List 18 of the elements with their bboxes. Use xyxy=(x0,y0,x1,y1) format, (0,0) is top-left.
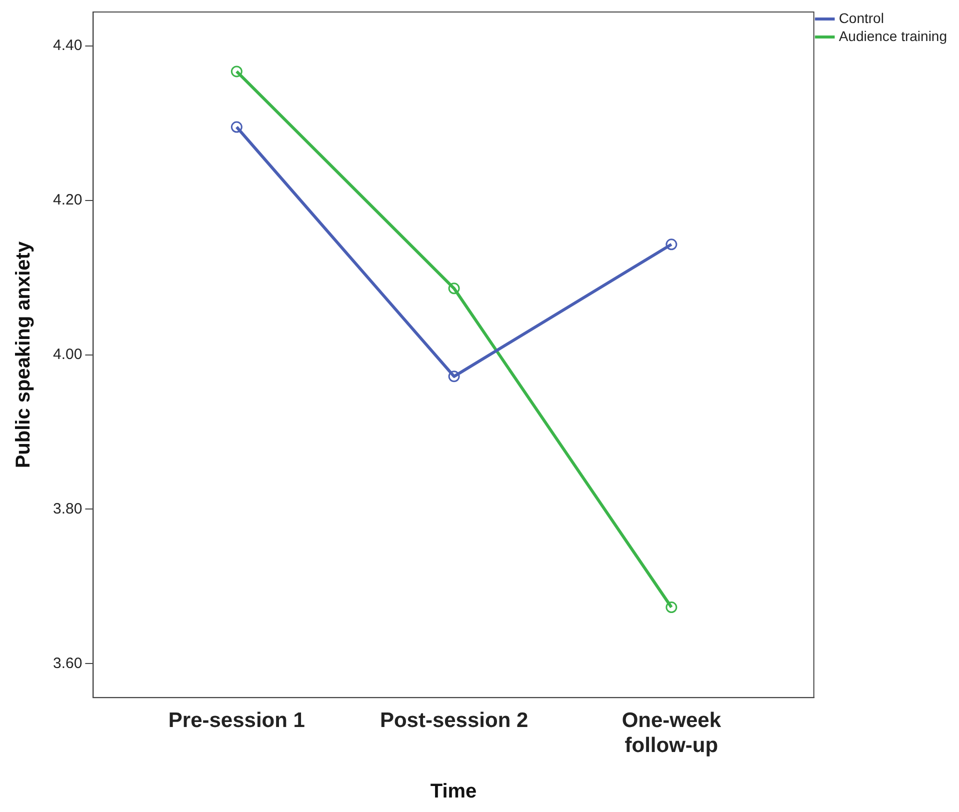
y-tick-label: 4.20 xyxy=(52,192,82,209)
x-tick-label: Pre-session 1 xyxy=(168,708,306,732)
y-tick-label: 4.40 xyxy=(52,37,82,54)
y-tick-label: 3.60 xyxy=(52,654,82,672)
x-axis-title: Time xyxy=(430,780,477,803)
point xyxy=(448,370,460,382)
x-tick-label: One-week follow-up xyxy=(622,708,722,758)
legend-label: Audience training xyxy=(838,28,947,44)
x-tick-label: Post-session 2 xyxy=(380,708,528,732)
y-tick-label: 3.80 xyxy=(52,500,82,518)
point xyxy=(230,121,242,133)
y-tick-label: 4.00 xyxy=(52,346,82,363)
point xyxy=(666,238,678,250)
point xyxy=(448,282,460,294)
y-axis-title: Public speaking anxiety xyxy=(12,240,35,468)
point xyxy=(666,602,678,614)
point xyxy=(230,66,242,78)
legend-label: Control xyxy=(838,10,884,26)
